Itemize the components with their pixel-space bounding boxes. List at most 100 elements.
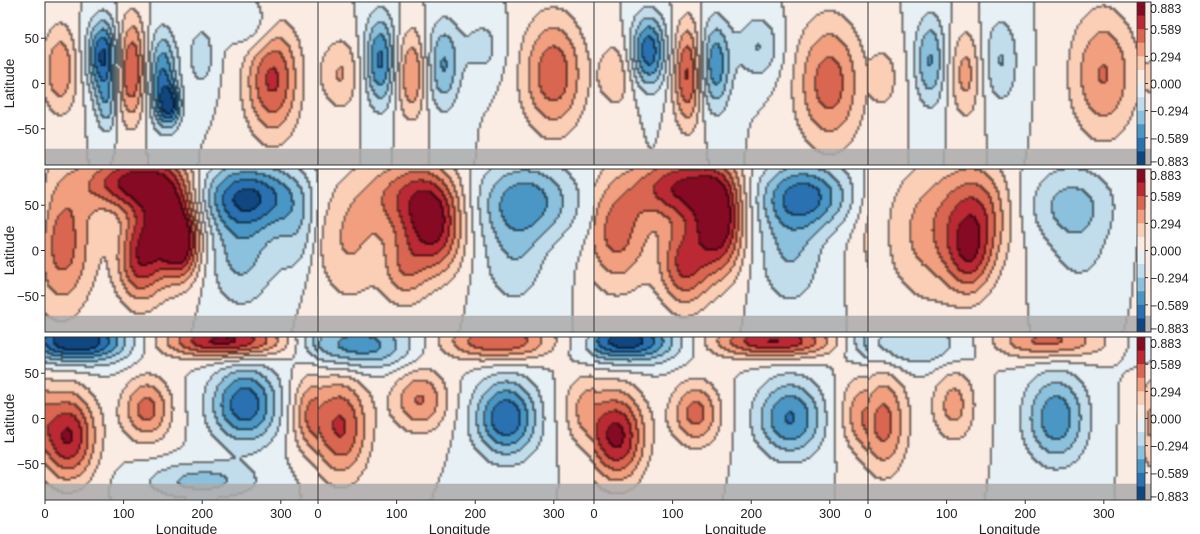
colorbar-segment	[1137, 432, 1145, 447]
x-tick-label: 200	[1014, 506, 1036, 521]
masked-band	[45, 315, 328, 332]
x-axis-label: Longitude	[705, 521, 767, 534]
colorbar-tick-label: 0.883	[1150, 169, 1181, 183]
panel-r3-c2	[317, 336, 602, 501]
colorbar-segment	[1137, 291, 1145, 306]
colorbar-segment	[1137, 137, 1145, 152]
colorbar-row2: 0.883 0.589 0.294 0.000 −0.294 −0.589 −0.883	[1136, 168, 1189, 336]
x-axis-label: Longitude	[156, 521, 218, 534]
colorbar-segment	[1137, 236, 1145, 251]
masked-band	[594, 483, 877, 500]
contour-field	[594, 337, 877, 500]
x-tick-label: 0	[314, 506, 321, 521]
colorbar-segment	[1137, 459, 1145, 474]
colorbar-segment	[1137, 277, 1145, 292]
colorbar-tick-label: −0.589	[1150, 132, 1189, 146]
panel-frame	[867, 336, 1152, 501]
colorbar-segment	[1137, 196, 1145, 211]
x-tick-label: 300	[1093, 506, 1115, 521]
colorbar-tick-label: 0.000	[1150, 245, 1181, 259]
colorbar-tick-label: −0.883	[1150, 155, 1189, 169]
panel-r2-c3	[593, 168, 878, 333]
colorbar-segment	[1137, 2, 1145, 17]
y-tick-label: 0	[32, 244, 39, 259]
y-tick-label: 50	[25, 198, 39, 213]
contour-field	[318, 2, 601, 165]
colorbar-segment	[1137, 83, 1145, 98]
panel-r3-c4	[867, 336, 1152, 501]
colorbar-segment	[1137, 124, 1145, 139]
colorbar-segment	[1137, 404, 1145, 419]
colorbar-segment	[1137, 29, 1145, 44]
colorbar-segment	[1137, 223, 1145, 238]
colorbar-tick-label: −0.589	[1150, 299, 1189, 313]
colorbar-segment	[1137, 377, 1145, 392]
panels-layer	[44, 1, 1152, 501]
contour-field	[868, 337, 1151, 500]
colorbar-tick-label: 0.883	[1150, 337, 1181, 351]
panel-r1-c2	[317, 1, 602, 166]
panel-r2-c2	[317, 168, 602, 333]
y-tick-label: 50	[25, 366, 39, 381]
colorbar-segment	[1137, 486, 1145, 501]
panel-r1-c4	[867, 1, 1152, 166]
colorbar-tick-label: −0.883	[1150, 322, 1189, 336]
panel-r1-c1	[44, 1, 329, 166]
contour-field	[318, 169, 601, 332]
y-tick-label: −50	[17, 289, 39, 304]
colorbar-tick-label: −0.294	[1150, 272, 1189, 286]
panel-r3-c3	[593, 336, 878, 501]
x-tick-label: 100	[936, 506, 958, 521]
masked-band	[318, 483, 601, 500]
colorbar-tick-label: −0.294	[1150, 440, 1189, 454]
colorbar-tick-label: 0.294	[1150, 217, 1181, 231]
colorbar-segment	[1137, 418, 1145, 433]
colorbar-segment	[1137, 318, 1145, 333]
colorbar-segment	[1137, 391, 1145, 406]
x-axis-label: Longitude	[979, 521, 1041, 534]
colorbar-segment	[1137, 304, 1145, 319]
x-tick-label: 200	[464, 506, 486, 521]
y-tick-label: −50	[17, 122, 39, 137]
y-axis-label: Latitude	[1, 393, 17, 443]
contour-field	[45, 337, 328, 500]
colorbar-segment	[1137, 250, 1145, 265]
colorbar-segment	[1137, 364, 1145, 379]
colorbar-tick-label: 0.000	[1150, 413, 1181, 427]
y-tick-label: −50	[17, 457, 39, 472]
x-tick-label: 200	[191, 506, 213, 521]
contour-field	[45, 2, 328, 165]
masked-band	[594, 148, 877, 165]
colorbar-row1: 0.883 0.589 0.294 0.000 −0.294 −0.589 −0.883	[1136, 1, 1189, 169]
masked-band	[594, 315, 877, 332]
masked-band	[318, 315, 601, 332]
masked-band	[868, 483, 1151, 500]
colorbar-segment	[1137, 42, 1145, 57]
colorbar-tick-label: 0.294	[1150, 50, 1181, 64]
y-tick-label: 50	[25, 31, 39, 46]
x-tick-label: 300	[270, 506, 292, 521]
x-tick-label: 200	[740, 506, 762, 521]
colorbar-segment	[1137, 110, 1145, 125]
contour-field	[594, 2, 877, 165]
colorbar-tick-label: 0.589	[1150, 358, 1181, 372]
colorbar-tick-label: 0.589	[1150, 23, 1181, 37]
contour-field	[868, 169, 1151, 332]
y-tick-label: 0	[32, 77, 39, 92]
colorbar-segment	[1137, 169, 1145, 184]
masked-band	[45, 148, 328, 165]
masked-band	[868, 148, 1151, 165]
colorbar-tick-label: −0.589	[1150, 467, 1189, 481]
colorbar-tick-label: 0.294	[1150, 385, 1181, 399]
x-axis-label: Longitude	[429, 521, 491, 534]
x-tick-label: 0	[590, 506, 597, 521]
contour-field	[45, 169, 328, 332]
colorbar-segment	[1137, 350, 1145, 365]
panel-r3-c1	[44, 336, 329, 501]
colorbar-segment	[1137, 69, 1145, 84]
x-tick-label: 100	[662, 506, 684, 521]
masked-band	[318, 148, 601, 165]
colorbar-segment	[1137, 337, 1145, 352]
masked-band	[868, 315, 1151, 332]
y-axis-label: Latitude	[1, 58, 17, 108]
